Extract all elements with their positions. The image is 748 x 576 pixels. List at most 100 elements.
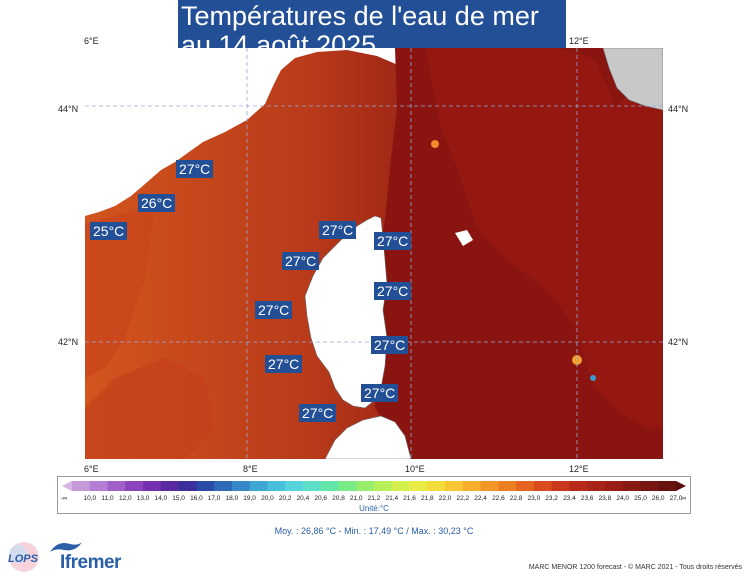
svg-text:LOPS: LOPS (8, 553, 39, 565)
scale-tick-label: 23,8 (598, 495, 612, 502)
scale-swatch (143, 481, 162, 491)
scale-swatch (604, 481, 624, 491)
scale-swatch (125, 481, 144, 491)
scale-arrow-high (676, 481, 686, 491)
temp-label-1: 27°C (176, 160, 214, 178)
lon-tick-bottom-8e: 8°E (243, 464, 258, 474)
lat-tick-left-42n: 42°N (58, 337, 79, 347)
scale-swatch (622, 481, 641, 491)
scale-swatch (231, 481, 251, 491)
temp-label-6: 27°C (282, 252, 320, 270)
scale-swatch (427, 481, 446, 491)
scale-tick-label: 22,6 (492, 495, 505, 502)
scale-swatch (516, 481, 535, 491)
lon-tick-bottom-12e: 12°E (569, 464, 589, 474)
temp-label-3: 25°C (90, 222, 128, 240)
scale-swatch (587, 481, 606, 491)
scale-swatch (658, 481, 677, 491)
italy-coastal-water (425, 48, 663, 428)
scale-tick-label: 20,4 (296, 495, 310, 502)
scale-swatch (285, 481, 304, 491)
scale-tick-label: 14,0 (154, 495, 168, 502)
scale-swatch (640, 481, 659, 491)
scale-tick-label: 21,0 (349, 495, 363, 502)
color-scale-labels: -∞ 10,0 11,0 12,0 13,0 14,0 15,0 16,0 17,0 18,0 19… (58, 495, 690, 505)
elba-island (455, 230, 473, 246)
scale-swatch (338, 481, 357, 491)
temp-label-11: 27°C (361, 384, 399, 402)
color-scale-bar (62, 481, 686, 491)
scale-swatch (302, 481, 322, 491)
scale-tick-label: 15,0 (172, 495, 185, 502)
sardinia-island (324, 415, 412, 459)
scale-tick-label: 17,0 (207, 495, 221, 502)
copyright-notice: MARC MENOR 1200 forecast - © MARC 2021 -… (528, 564, 742, 571)
lon-tick-top-12e: 12°E (569, 36, 589, 46)
scale-tick-label: 22,8 (509, 495, 523, 502)
lon-tick-bottom-10e: 10°E (405, 464, 425, 474)
scale-tick-label: 24,0 (616, 495, 630, 502)
scale-tick-label: 21,6 (403, 495, 416, 502)
scale-tick-label: 19,0 (243, 495, 256, 502)
scale-tick-label: 21,8 (420, 495, 434, 502)
lon-tick-top-6e: 6°E (84, 36, 99, 46)
scale-swatch (480, 481, 499, 491)
map-canvas (85, 48, 663, 459)
scale-swatch (178, 481, 197, 491)
scale-swatch (160, 481, 180, 491)
temp-label-5: 27°C (374, 232, 412, 250)
italy-land (602, 48, 663, 111)
scale-tick-label: 23,4 (563, 495, 576, 502)
sea-temperature-map[interactable] (85, 48, 663, 459)
temp-label-10: 27°C (265, 355, 303, 373)
hotspot-north (431, 140, 439, 148)
lat-tick-right-44n: 44°N (668, 104, 689, 114)
lat-tick-left-44n: 44°N (58, 104, 79, 114)
scale-tick-label: 12,0 (118, 495, 132, 502)
scale-swatch (107, 481, 126, 491)
scale-tick-label: 23,2 (545, 495, 558, 502)
scale-tick-label: 27,0 (669, 495, 683, 502)
scale-swatch (356, 481, 375, 491)
scale-tick-label: 11,0 (101, 495, 114, 502)
scale-tick-label: 22,4 (474, 495, 487, 502)
scale-tick-label: -∞ (60, 495, 68, 502)
scale-tick-label: 23,0 (527, 495, 541, 502)
scale-swatch (214, 481, 233, 491)
lops-logo: LOPS (8, 542, 39, 572)
scale-tick-label: ∞ (681, 495, 687, 502)
statistics-line: Moy. : 26,86 °C - Min. : 17,49 °C / Max.… (274, 526, 474, 536)
color-scale: -∞ 10,0 11,0 12,0 13,0 14,0 15,0 16,0 17,0 18,0 19… (57, 476, 691, 514)
temp-label-8: 27°C (255, 301, 293, 319)
warm-patch-west (85, 208, 155, 378)
temp-label-2: 26°C (138, 194, 176, 212)
scale-tick-label: 21,4 (385, 495, 399, 502)
scale-tick-label: 22,0 (438, 495, 452, 502)
scale-tick-label: 13,0 (136, 495, 150, 502)
scale-tick-label: 23,6 (580, 495, 594, 502)
scale-swatch (320, 481, 339, 491)
temp-label-7: 27°C (374, 282, 412, 300)
scale-tick-label: 22,2 (456, 495, 470, 502)
scale-swatch (89, 481, 109, 491)
lat-tick-right-42n: 42°N (668, 337, 689, 347)
map-title-line1: Températures de l'eau de mer (181, 1, 539, 31)
scale-tick-label: 16,0 (190, 495, 203, 502)
scale-tick-label: 18,0 (225, 495, 239, 502)
scale-tick-label: 25,0 (634, 495, 647, 502)
scale-swatch (409, 481, 428, 491)
scale-swatch (267, 481, 286, 491)
scale-swatch (196, 481, 215, 491)
scale-tick-label: 10,0 (83, 495, 97, 502)
scale-swatch (569, 481, 588, 491)
scale-swatch (249, 481, 268, 491)
lon-tick-bottom-6e: 6°E (84, 464, 99, 474)
ifremer-logo-text: Ifremer (60, 552, 121, 573)
scale-swatch (498, 481, 517, 491)
scale-tick-label: 21,2 (367, 495, 381, 502)
scale-swatch (445, 481, 464, 491)
ifremer-wave-icon (50, 542, 82, 552)
scale-swatch (374, 481, 393, 491)
scale-tick-label: 20,2 (278, 495, 292, 502)
scale-swatch (462, 481, 482, 491)
